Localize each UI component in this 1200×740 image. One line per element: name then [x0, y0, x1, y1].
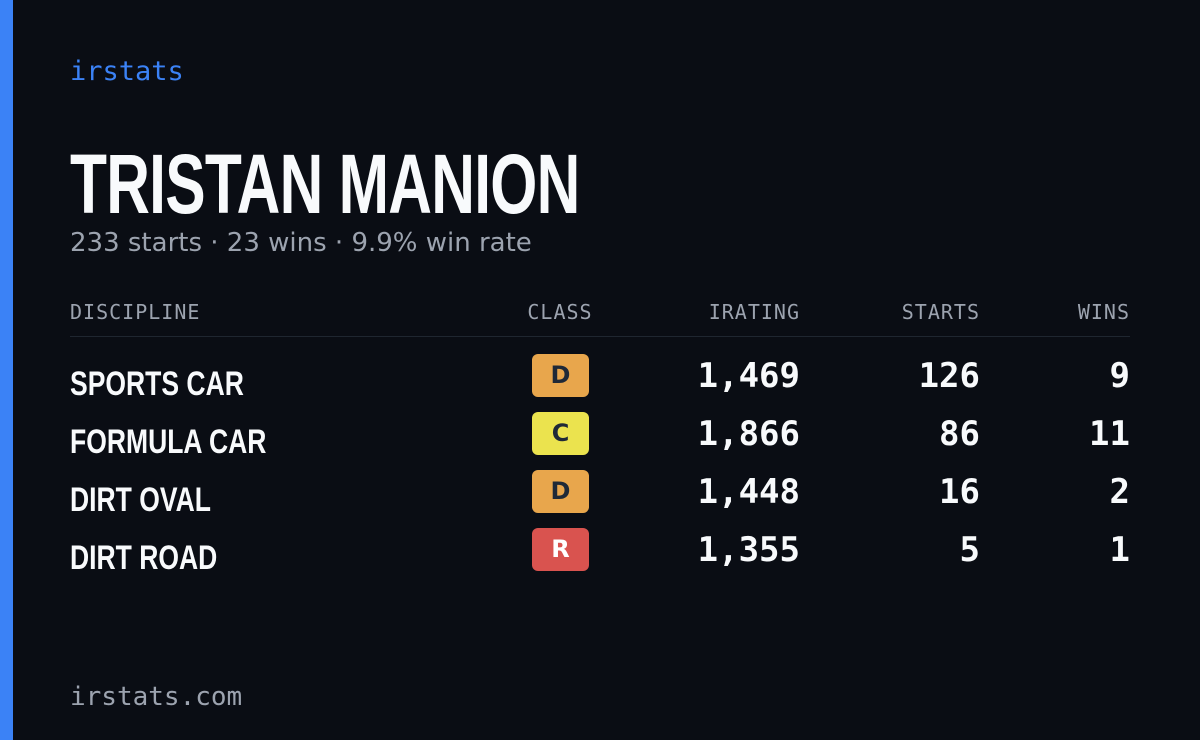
class-badge: R	[532, 528, 589, 571]
starts: 126	[918, 356, 980, 396]
class-badge: D	[532, 354, 589, 397]
column-header: CLASS	[527, 300, 593, 324]
brand: irstats	[70, 56, 184, 87]
class-badge: C	[532, 412, 589, 455]
column-header: DISCIPLINE	[70, 300, 201, 324]
irating: 1,866	[697, 414, 800, 454]
irating: 1,355	[697, 530, 800, 570]
irating: 1,469	[697, 356, 800, 396]
footer-url: irstats.com	[70, 682, 243, 712]
wins: 11	[1089, 414, 1130, 454]
summary: 233 starts · 23 wins · 9.9% win rate	[70, 228, 532, 258]
irating: 1,448	[697, 472, 800, 512]
discipline: FORMULA CAR	[70, 423, 267, 461]
header-rule	[70, 336, 1130, 337]
starts: 5	[959, 530, 980, 570]
accent-bar	[0, 0, 13, 740]
wins: 2	[1109, 472, 1130, 512]
discipline: SPORTS CAR	[70, 365, 244, 403]
column-header: STARTS	[901, 300, 980, 324]
discipline: DIRT ROAD	[70, 539, 218, 577]
starts: 16	[939, 472, 980, 512]
wins: 1	[1109, 530, 1130, 570]
starts: 86	[939, 414, 980, 454]
discipline: DIRT OVAL	[70, 481, 211, 519]
column-header: WINS	[1077, 300, 1130, 324]
player-name: TRISTAN MANION	[70, 137, 580, 231]
column-header: IRATING	[708, 300, 800, 324]
class-badge: D	[532, 470, 589, 513]
wins: 9	[1109, 356, 1130, 396]
